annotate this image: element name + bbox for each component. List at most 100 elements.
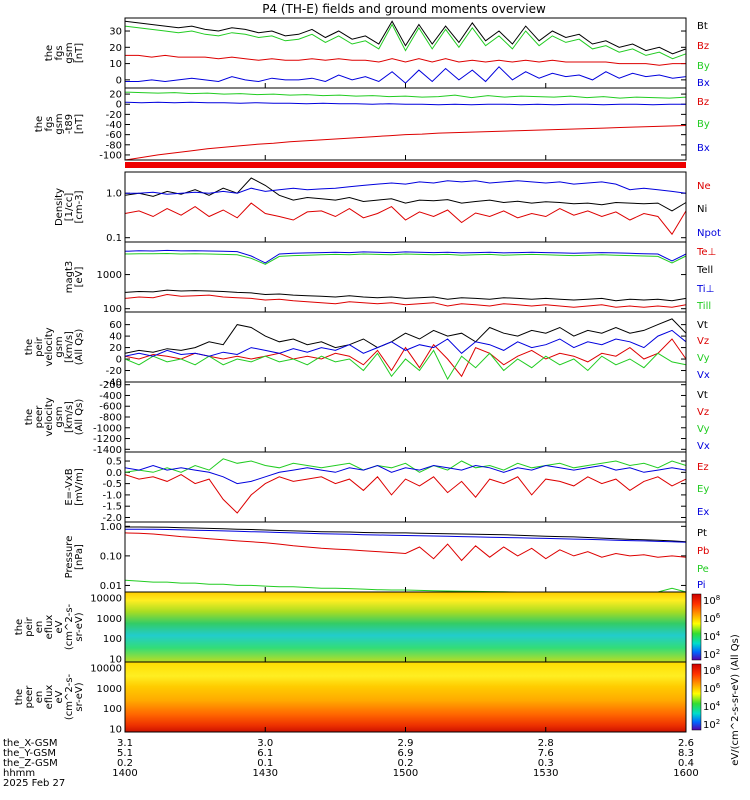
peer_velocity-ylabel-4: [km/s] [64,401,75,433]
peer_en_eflux-spectrogram [125,662,686,732]
peir_en_eflux-ylabel-0: the [14,619,25,635]
fgs_gsm_t89-ytick-label-0: 20 [109,90,122,101]
xaxis-row-1-value-3: 7.6 [538,748,554,759]
peir_en_eflux-ylabel-5: (cm^2-s- [64,603,75,650]
temperature-legend-1: Tell [696,265,713,276]
fgs_gsm_t89-legend-0: Bz [697,97,709,108]
peir_en_eflux-colorbar-tick-3: 102 [703,648,720,661]
xaxis-row-3-value-1: 1430 [253,768,278,779]
peer_velocity-ylabel-0: the [24,409,35,425]
xaxis-row-2-value-3: 0.3 [538,758,554,769]
peir_velocity-ylabel-5: (All Qs) [74,329,85,366]
exb-series-2-line [124,464,687,485]
peir_velocity-ylabel-3: gsm [54,336,65,357]
fgs_gsm-ylabel-2: gsm [64,42,75,63]
xaxis-row-3-value-2: 1500 [393,768,418,779]
exb-series-1-line [124,458,687,473]
fgs_gsm-ylabel-0: the [44,45,55,61]
fgs_gsm_t89-series-1-line [124,91,687,99]
peer_velocity-ylabel-3: gsm [54,406,65,427]
density-frame [124,171,687,243]
peir_velocity-ytick-label-1: 40 [109,332,122,343]
fgs_gsm_t89-ytick-label-5: -80 [106,140,122,151]
temperature-legend-0: Te⊥ [696,247,716,258]
peer_velocity-ytick-label-3: -800 [99,413,122,424]
fgs_gsm-series-0-line [124,20,687,55]
fgs_gsm-series-1-line [125,54,686,66]
xaxis-row-0-value-2: 2.9 [398,738,414,749]
peir_velocity-ytick-label-5: -40 [106,378,122,389]
peir_velocity-ytick-label-4: -20 [106,366,122,377]
peer_velocity-ylabel-2: velocity [44,397,55,436]
peir_velocity-series-1-line [124,338,687,378]
fgs_gsm-ylabel-3: [nT] [74,43,85,63]
peir_en_eflux-ylabel-3: eflux [44,615,55,640]
density-series-0-line [124,202,687,236]
xaxis-row-1-value-0: 5.1 [117,748,133,759]
fgs_gsm_t89-frame [124,87,687,161]
peir_en_eflux-ytick-label-2: 100 [103,634,122,645]
fgs_gsm_t89-ylabel-3: -t89 [64,114,75,134]
fgs_gsm-ytick-label-3: 0 [116,75,122,86]
fgs_gsm-ytick-label-2: 10 [109,59,122,70]
peer_en_eflux-ylabel-6: sr-eV) [74,682,85,711]
peir_en_eflux-colorbar-tick-0: 108 [703,594,720,607]
pressure-ylabel-1: [nPa] [74,544,85,570]
pressure-ytick-label-1: 0.10 [100,551,122,562]
peir_en_eflux-ytick-label-1: 1000 [97,614,122,625]
pressure-legend-3: Pi [697,580,706,591]
peer_velocity-ytick-label-4: -1000 [93,423,122,434]
peer_velocity-frame [124,381,687,453]
exb-ylabel-0: E=-VxB [64,468,75,505]
density-ylabel-2: [cm-3] [74,190,85,223]
peir_velocity-ylabel-2: velocity [44,327,55,366]
pressure-ylabel-0: Pressure [64,536,75,579]
temperature-ytick-label-0: 1000 [97,270,122,281]
fgs_gsm_t89-ylabel-2: gsm [54,113,65,134]
peer_velocity-ytick-label-1: -400 [99,391,122,402]
peer_en_eflux-ylabel-1: peer [24,685,35,709]
fgs_gsm-series-3-line [125,66,687,84]
density-legend-0: Ne [697,181,711,192]
peer_velocity-ylabel-1: peer [34,405,45,429]
fgs_gsm_t89-legend-1: By [697,119,710,130]
peir_velocity-series-0-line [124,318,687,354]
xaxis-date: 2025 Feb 27 [3,778,65,789]
xaxis-row-1-value-2: 6.9 [398,748,414,759]
temperature-ytick-label-1: 100 [103,304,122,315]
peer_en_eflux-ylabel-3: eflux [44,685,55,710]
peer_en_eflux-ylabel-2: en [34,691,45,704]
density-ylabel-0: Density [54,188,65,226]
fgs_gsm-series-2-line [124,23,687,60]
xaxis-row-label-3: hhmm [3,768,35,779]
chart-title: P4 (TH-E) fields and ground moments over… [262,2,546,16]
peer_velocity-legend-2: Vy [697,424,710,435]
peer_en_eflux-colorbar-tick-2: 104 [703,700,721,713]
peir_en_eflux-ylabel-6: sr-eV) [74,612,85,641]
fgs_gsm-ytick-label-0: 30 [109,27,122,38]
fgs_gsm_t89-ytick-label-1: 0 [116,100,122,111]
fgs_gsm_t89-series-2-line [124,101,686,106]
pressure-series-1-line [124,532,687,562]
peir_velocity-legend-3: Vx [697,370,710,381]
peir_en_eflux-ylabel-1: peir [24,616,35,636]
peir_velocity-legend-2: Vy [697,353,710,364]
exb-ylabel-1: [mV/m] [74,468,85,506]
peer_en_eflux-ylabel-5: (cm^2-s- [64,673,75,720]
fgs_gsm-ytick-label-1: 20 [109,43,122,54]
exb-legend-0: Ez [697,462,709,473]
peir_en_eflux-ytick-label-3: 10 [109,654,122,665]
xaxis-row-3-value-3: 1530 [533,768,558,779]
density-ytick-label-0: 1.0 [106,189,122,200]
xaxis-row-0-value-4: 2.6 [678,738,694,749]
peer_en_eflux-ytick-label-3: 10 [109,724,122,735]
exb-ytick-label-5: -2.0 [102,513,122,524]
exb-legend-1: Ey [697,484,709,495]
peer_velocity-ytick-label-5: -1200 [93,434,122,445]
peir_velocity-legend-0: Vt [697,320,708,331]
peir_velocity-series-3-line [124,329,687,357]
fgs_gsm-ylabel-1: fgs [54,45,65,60]
peer_velocity-ytick-label-0: -200 [99,380,122,391]
xaxis-row-1-value-1: 6.1 [257,748,273,759]
xaxis-row-0-value-1: 3.0 [257,738,273,749]
